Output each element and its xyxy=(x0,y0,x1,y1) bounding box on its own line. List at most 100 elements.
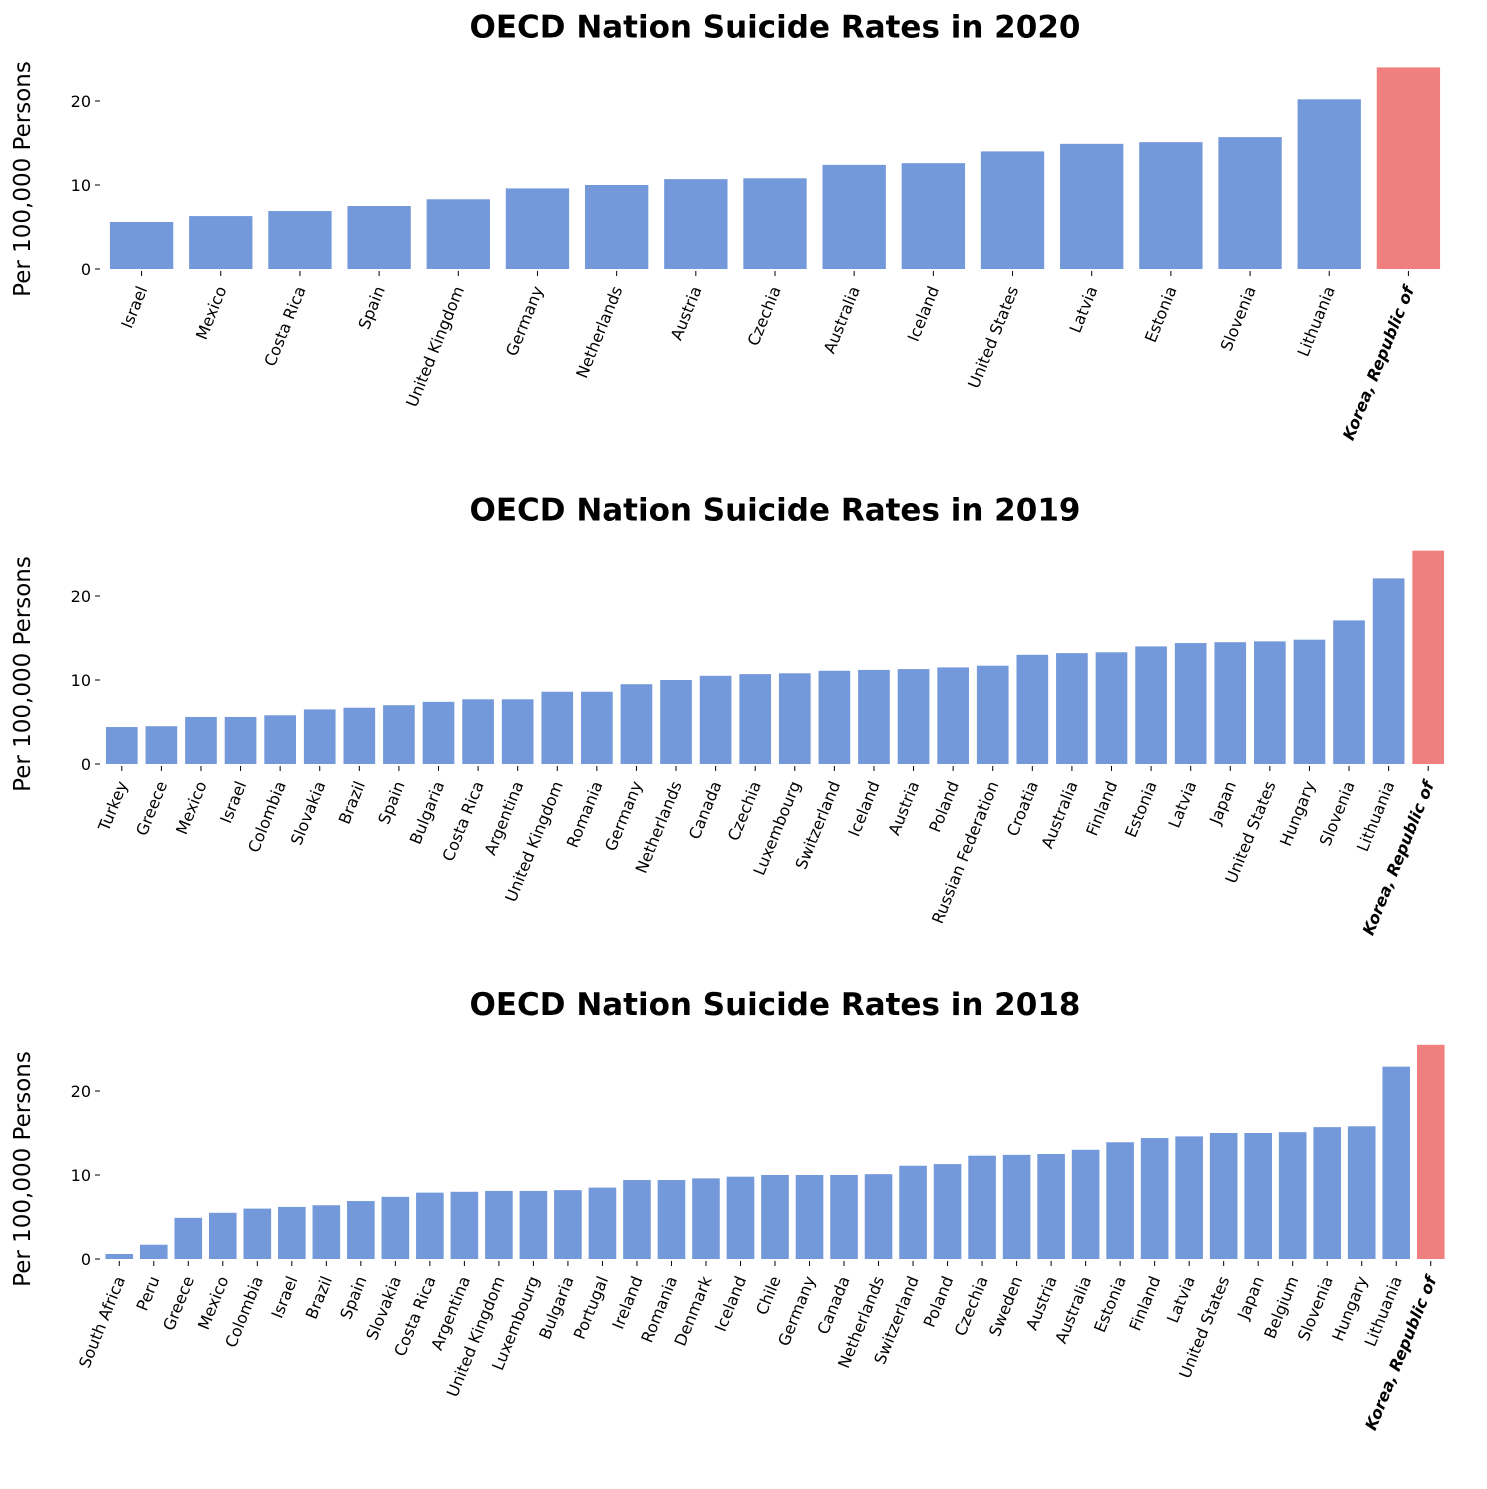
bar-mexico xyxy=(189,216,253,269)
bar-slovenia xyxy=(1333,620,1365,764)
y-tick-label: 0 xyxy=(81,260,91,279)
bar-russian-federation xyxy=(976,665,1009,764)
bar-hungary xyxy=(1293,639,1326,764)
y-tick-label: 20 xyxy=(71,587,91,606)
x-tick-label: Germany xyxy=(601,778,646,853)
x-tick-label: Germany xyxy=(502,283,547,358)
bar-israel xyxy=(109,221,174,269)
chart-title: OECD Nation Suicide Rates in 2020 xyxy=(470,9,1081,45)
bar-portugal xyxy=(588,1187,617,1259)
x-tick-label: Sweden xyxy=(985,1273,1026,1339)
x-tick-label: Mexico xyxy=(172,778,211,837)
bar-greece xyxy=(174,1217,203,1259)
bar-estonia xyxy=(1139,142,1203,269)
x-tick-label: Israel xyxy=(117,283,151,331)
x-tick-label: Peru xyxy=(133,1273,164,1313)
x-tick-label: Lithuania xyxy=(1353,778,1398,854)
bar-poland xyxy=(933,1164,962,1259)
y-tick-label: 10 xyxy=(71,176,91,195)
x-tick-label: Finland xyxy=(1125,1273,1164,1333)
bar-south-africa xyxy=(105,1253,134,1259)
bar-japan xyxy=(1244,1133,1272,1259)
x-tick-label: Greece xyxy=(132,778,171,838)
bar-korea-republic-of xyxy=(1412,550,1445,764)
bar-latvia xyxy=(1175,1136,1203,1259)
bar-slovenia xyxy=(1313,1127,1342,1259)
x-tick-label: Mexico xyxy=(194,1273,233,1332)
bar-croatia xyxy=(1016,654,1049,764)
bar-colombia xyxy=(264,715,296,764)
x-tick-label: Canada xyxy=(813,1273,853,1337)
y-axis-label: Per 100,000 Persons xyxy=(10,1051,36,1287)
bar-united-states xyxy=(1254,641,1286,764)
bar-spain xyxy=(347,206,411,269)
y-tick-label: 0 xyxy=(81,1250,91,1269)
bar-canada xyxy=(699,675,732,764)
bar-united-kingdom xyxy=(541,691,574,764)
x-tick-label: Austria xyxy=(667,283,706,343)
bar-spain xyxy=(347,1201,375,1259)
y-tick-label: 0 xyxy=(81,755,91,774)
x-tick-label: Slovakia xyxy=(287,778,330,847)
bar-romania xyxy=(657,1180,686,1259)
bar-czechia xyxy=(968,1155,996,1259)
x-tick-label: Lithuania xyxy=(1294,283,1339,359)
bar-brazil xyxy=(343,707,376,764)
x-tick-label: Spain xyxy=(336,1273,370,1322)
y-axis-label: Per 100,000 Persons xyxy=(10,556,36,792)
bar-luxembourg xyxy=(778,673,811,764)
x-tick-label: Poland xyxy=(920,1273,958,1330)
chart-panel-2: OECD Nation Suicide Rates in 2018 Per 100… xyxy=(10,987,1445,1433)
x-tick-label: Austria xyxy=(1022,1273,1061,1333)
bar-slovakia xyxy=(303,709,336,764)
bar-australia xyxy=(1056,653,1088,764)
bar-hungary xyxy=(1347,1126,1376,1259)
x-tick-label: Poland xyxy=(925,778,963,835)
bar-peru xyxy=(139,1244,168,1259)
bar-united-states xyxy=(1209,1133,1238,1259)
bar-czechia xyxy=(743,178,807,269)
bar-korea-republic-of xyxy=(1416,1044,1445,1259)
x-tick-label: Australia xyxy=(1037,778,1081,851)
bar-turkey xyxy=(105,727,138,764)
x-tick-label: Finland xyxy=(1082,778,1121,838)
bar-netherlands xyxy=(864,1174,893,1259)
bar-greece xyxy=(145,726,178,764)
bar-austria xyxy=(1037,1154,1065,1259)
bar-austria xyxy=(897,669,930,764)
bar-germany xyxy=(505,188,570,269)
bar-brazil xyxy=(312,1205,341,1259)
x-tick-label: Iceland xyxy=(711,1273,750,1334)
bar-spain xyxy=(383,705,415,764)
chart-panel-0: OECD Nation Suicide Rates in 2020 Per 100… xyxy=(10,9,1441,443)
bar-united-kingdom xyxy=(426,199,490,269)
bar-australia xyxy=(1071,1149,1100,1259)
bar-switzerland xyxy=(899,1165,927,1259)
bar-argentina xyxy=(501,699,534,764)
bar-finland xyxy=(1140,1138,1169,1259)
bar-denmark xyxy=(692,1178,720,1259)
x-tick-label: Latvia xyxy=(1066,283,1102,335)
bar-iceland xyxy=(726,1176,755,1259)
x-tick-label: United States xyxy=(964,283,1022,391)
bar-germany xyxy=(795,1175,824,1259)
bar-ireland xyxy=(623,1180,651,1259)
x-tick-label: Israel xyxy=(268,1273,302,1321)
x-tick-label: Spain xyxy=(374,778,408,827)
x-tick-label: Latvia xyxy=(1165,778,1201,830)
x-tick-label: Turkey xyxy=(94,778,131,834)
x-tick-label: Korea, Republic of xyxy=(1339,281,1419,442)
bar-austria xyxy=(664,179,728,269)
bar-estonia xyxy=(1135,646,1167,764)
x-tick-label: Costa Rica xyxy=(260,283,309,369)
bar-sweden xyxy=(1002,1154,1031,1259)
y-axis-label: Per 100,000 Persons xyxy=(10,61,36,297)
y-tick-label: 10 xyxy=(71,671,91,690)
bar-latvia xyxy=(1174,643,1207,764)
chart-panel-1: OECD Nation Suicide Rates in 2019 Per 100… xyxy=(10,493,1445,938)
bar-latvia xyxy=(1060,143,1124,269)
x-tick-label: Spain xyxy=(354,283,388,332)
bar-israel xyxy=(224,716,257,764)
bar-bulgaria xyxy=(554,1190,582,1259)
bar-romania xyxy=(581,691,613,764)
